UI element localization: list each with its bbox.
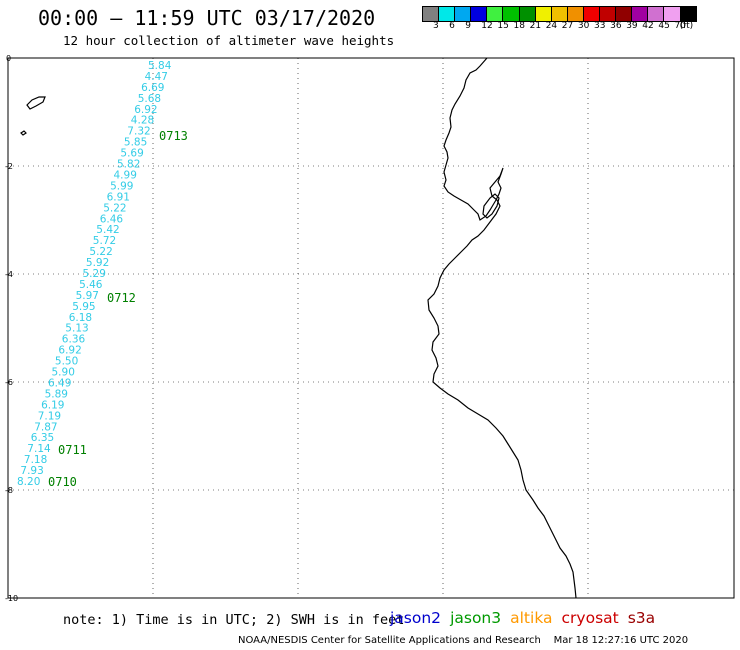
legend-label: 42 [642,21,654,31]
map-frame [7,57,735,599]
swh-value-label: 5.97 [76,290,99,302]
swh-value-label: 5.46 [79,279,103,291]
graticule [8,58,734,598]
swh-value-label: 4.99 [114,170,137,182]
map-subtitle: 12 hour collection of altimeter wave hei… [63,33,395,48]
swh-value-label: 7.19 [38,410,61,422]
legend-label: 70 [674,21,686,31]
swh-value-label: 6.92 [134,104,157,116]
satellite-legend: jason2 jason3 altika cryosat s3a [390,609,664,627]
swh-value-label: 5.13 [65,323,88,335]
axis-ticks: -90 -87 -84 -81 -78 -75 0 -2 -4 -6 -8 -10 [2,54,740,605]
satellite-name: jason2 [390,609,442,627]
latitude-tick-label: -8 [5,486,13,495]
swh-values: 5.844.476.695.686.924.287.325.855.695.82… [17,60,172,488]
swh-value-label: 6.69 [141,82,164,94]
galapagos-isabela-island [26,96,46,110]
legend-label: 18 [513,21,525,31]
legend-label: 30 [577,21,590,31]
pass-time-label: 0711 [58,443,87,457]
satellite-name: altika [510,609,553,627]
legend-label: 15 [497,21,509,31]
satellite-name: jason3 [450,609,502,627]
legend-labels: 3 6 9 12 15 18 21 24 27 30 33 36 39 42 45 70 (ft) [422,21,732,35]
pass-time-label: 0713 [159,129,188,143]
swh-value-label: 5.89 [45,388,68,400]
gulf-of-guayaquil-island [482,193,500,219]
latitude-tick-label: -4 [5,270,13,279]
pass-time-label: 0710 [48,475,77,489]
longitude-tick-label: -84 [292,604,305,605]
swh-value-label: 6.92 [58,345,81,357]
swh-value-label: 4.28 [131,115,154,127]
swh-value-label: 6.19 [41,399,64,411]
swh-value-label: 6.49 [48,378,71,390]
swh-value-label: 7.14 [27,443,51,455]
swh-value-label: 5.85 [124,137,147,149]
swh-value-label: 6.46 [100,213,124,225]
latitude-tick-label: -2 [5,162,13,171]
swh-value-label: 6.91 [107,191,130,203]
swh-value-label: 5.42 [96,224,119,236]
swh-value-label: 5.82 [117,159,140,171]
swh-value-label: 5.84 [148,60,172,72]
legend-label: 6 [449,21,455,31]
legend-label: 21 [529,21,542,31]
legend-label: 12 [481,21,493,31]
legend-label: 33 [594,21,606,31]
longitude-tick-label: -90 [2,604,15,605]
swh-value-label: 7.93 [20,465,43,477]
coastline [427,57,577,599]
swh-value-label: 5.99 [110,180,133,192]
swh-value-label: 5.22 [89,246,112,258]
satellite-name: cryosat [561,609,619,627]
swh-value-label: 4.47 [145,71,168,83]
pass-labels: 0713 0712 0711 0710 [48,129,188,489]
legend-swatch [679,6,697,22]
swh-value-label: 5.95 [72,301,95,313]
legend-label: 3 [433,21,439,31]
swh-value-label: 7.32 [127,126,150,138]
latitude-tick-label: 0 [6,54,11,63]
latitude-tick-label: -6 [5,378,13,387]
satellite-name: s3a [627,609,656,627]
swh-value-label: 5.69 [120,148,143,160]
legend-label: 27 [561,21,574,31]
longitude-tick-label: -78 [582,604,595,605]
swh-value-label: 5.72 [93,235,116,247]
swh-value-label: 5.22 [103,202,126,214]
altimeter-map: -90-87-84-81-78-750-2-4-6-8-10 5.844.476… [2,54,740,605]
swh-value-label: 7.87 [34,421,57,433]
latitude-tick-label: -10 [5,594,18,603]
swh-value-label: 8.20 [17,476,40,488]
swh-value-label: 7.18 [24,454,47,466]
map-title: 00:00 – 11:59 UTC 03/17/2020 [38,6,376,30]
legend-label: 36 [610,21,622,31]
swh-value-label: 6.35 [31,432,54,444]
swh-value-label: 6.18 [69,312,92,324]
swh-value-label: 5.90 [52,367,75,379]
swh-value-label: 5.68 [138,93,161,105]
legend-label: 39 [626,21,638,31]
swh-value-label: 5.50 [55,356,78,368]
swh-value-label: 5.92 [86,257,109,269]
galapagos-small-island [20,130,27,136]
legend-label: 9 [465,21,471,31]
longitude-tick-label: -75 [728,604,740,605]
units-note: note: 1) Time is in UTC; 2) SWH is in fe… [63,612,405,628]
wave-height-color-legend [422,6,697,22]
credit-line: NOAA/NESDIS Center for Satellite Applica… [238,635,689,646]
pass-time-label: 0712 [107,291,136,305]
longitude-tick-label: -81 [437,604,450,605]
legend-label: 45 [658,21,670,31]
legend-label: 24 [545,21,558,31]
legend-label: (ft) [679,21,694,31]
swh-value-label: 5.29 [83,268,106,280]
longitude-tick-label: -87 [147,604,160,605]
swh-value-label: 6.36 [62,334,86,346]
